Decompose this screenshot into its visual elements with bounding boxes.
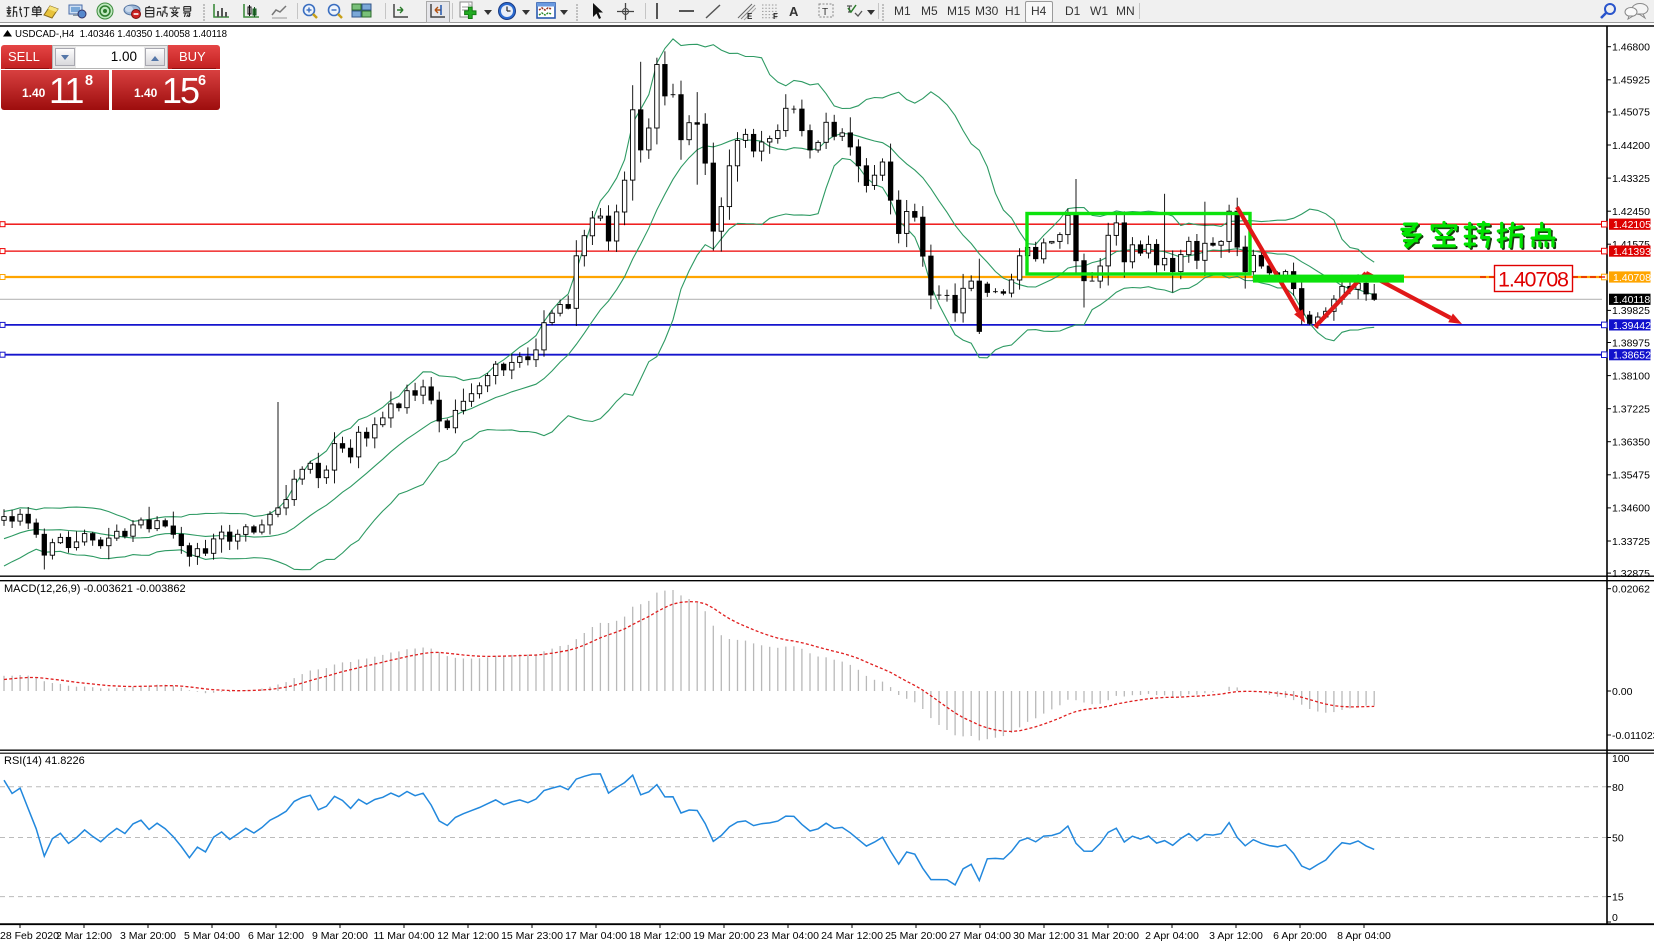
svg-text:USDCAD-,H4 1.40346 1.40350 1.: USDCAD-,H4 1.40346 1.40350 1.40058 1.401… [15, 29, 227, 40]
svg-text:6 Mar 12:00: 6 Mar 12:00 [248, 930, 304, 942]
svg-text:1.38100: 1.38100 [1612, 370, 1650, 382]
svg-text:5 Mar 04:00: 5 Mar 04:00 [184, 930, 240, 942]
svg-text:3 Apr 12:00: 3 Apr 12:00 [1209, 930, 1263, 942]
svg-text:1.40708: 1.40708 [1613, 272, 1651, 284]
svg-text:1.40708: 1.40708 [1498, 268, 1569, 292]
svg-text:9 Mar 20:00: 9 Mar 20:00 [312, 930, 368, 942]
svg-text:80: 80 [1612, 782, 1624, 794]
svg-text:0: 0 [1612, 912, 1618, 924]
svg-text:1.32875: 1.32875 [1612, 568, 1650, 580]
svg-text:1.34600: 1.34600 [1612, 503, 1650, 515]
svg-text:2 Apr 04:00: 2 Apr 04:00 [1145, 930, 1199, 942]
svg-text:1.45075: 1.45075 [1612, 107, 1650, 119]
svg-text:11 Mar 04:00: 11 Mar 04:00 [373, 930, 434, 942]
svg-text:12 Mar 12:00: 12 Mar 12:00 [437, 930, 499, 942]
svg-text:31 Mar 20:00: 31 Mar 20:00 [1077, 930, 1139, 942]
svg-text:27 Mar 04:00: 27 Mar 04:00 [949, 930, 1011, 942]
svg-text:1.35475: 1.35475 [1612, 470, 1650, 482]
svg-text:1.44200: 1.44200 [1612, 140, 1650, 152]
svg-text:30 Mar 12:00: 30 Mar 12:00 [1013, 930, 1075, 942]
svg-text:1.38975: 1.38975 [1612, 337, 1650, 349]
svg-text:24 Mar 12:00: 24 Mar 12:00 [821, 930, 883, 942]
svg-text:15 Mar 23:00: 15 Mar 23:00 [501, 930, 563, 942]
svg-text:1.40118: 1.40118 [1613, 294, 1650, 306]
svg-text:RSI(14) 41.8226: RSI(14) 41.8226 [4, 755, 85, 767]
svg-text:F: F [773, 12, 778, 21]
svg-text:19 Mar 20:00: 19 Mar 20:00 [693, 930, 755, 942]
svg-text:1.39825: 1.39825 [1612, 305, 1650, 317]
svg-text:1.33725: 1.33725 [1612, 536, 1650, 548]
svg-text:1.37225: 1.37225 [1612, 404, 1650, 416]
svg-text:E: E [747, 12, 753, 21]
svg-text:1.46800: 1.46800 [1612, 42, 1650, 54]
svg-text:1.36350: 1.36350 [1612, 437, 1650, 449]
svg-text:25 Mar 20:00: 25 Mar 20:00 [885, 930, 947, 942]
svg-text:0.00: 0.00 [1612, 686, 1633, 698]
svg-text:18 Mar 12:00: 18 Mar 12:00 [629, 930, 691, 942]
svg-text:1.43325: 1.43325 [1612, 173, 1650, 185]
svg-text:1.38652: 1.38652 [1613, 350, 1651, 362]
svg-text:17 Mar 04:00: 17 Mar 04:00 [565, 930, 627, 942]
svg-text:1.42450: 1.42450 [1612, 206, 1650, 218]
svg-text:1.42105: 1.42105 [1613, 219, 1651, 231]
svg-text:1.45925: 1.45925 [1612, 75, 1650, 87]
svg-text:3 Mar 20:00: 3 Mar 20:00 [120, 930, 176, 942]
svg-text:1.41393: 1.41393 [1613, 246, 1651, 258]
svg-text:MACD(12,26,9) -0.003621 -0.003: MACD(12,26,9) -0.003621 -0.003862 [4, 583, 186, 595]
svg-text:0.02062: 0.02062 [1612, 584, 1650, 596]
svg-text:23 Mar 04:00: 23 Mar 04:00 [757, 930, 819, 942]
svg-text:1.39442: 1.39442 [1613, 320, 1651, 332]
svg-text:T: T [822, 7, 828, 18]
svg-text:28 Feb 2020: 28 Feb 2020 [0, 930, 59, 942]
svg-text:8 Apr 04:00: 8 Apr 04:00 [1337, 930, 1391, 942]
svg-text:-0.011023: -0.011023 [1612, 730, 1654, 742]
svg-text:2 Mar 12:00: 2 Mar 12:00 [56, 930, 112, 942]
svg-text:100: 100 [1612, 753, 1630, 765]
svg-text:15: 15 [1612, 892, 1624, 904]
svg-text:6 Apr 20:00: 6 Apr 20:00 [1273, 930, 1327, 942]
svg-text:50: 50 [1612, 833, 1624, 845]
